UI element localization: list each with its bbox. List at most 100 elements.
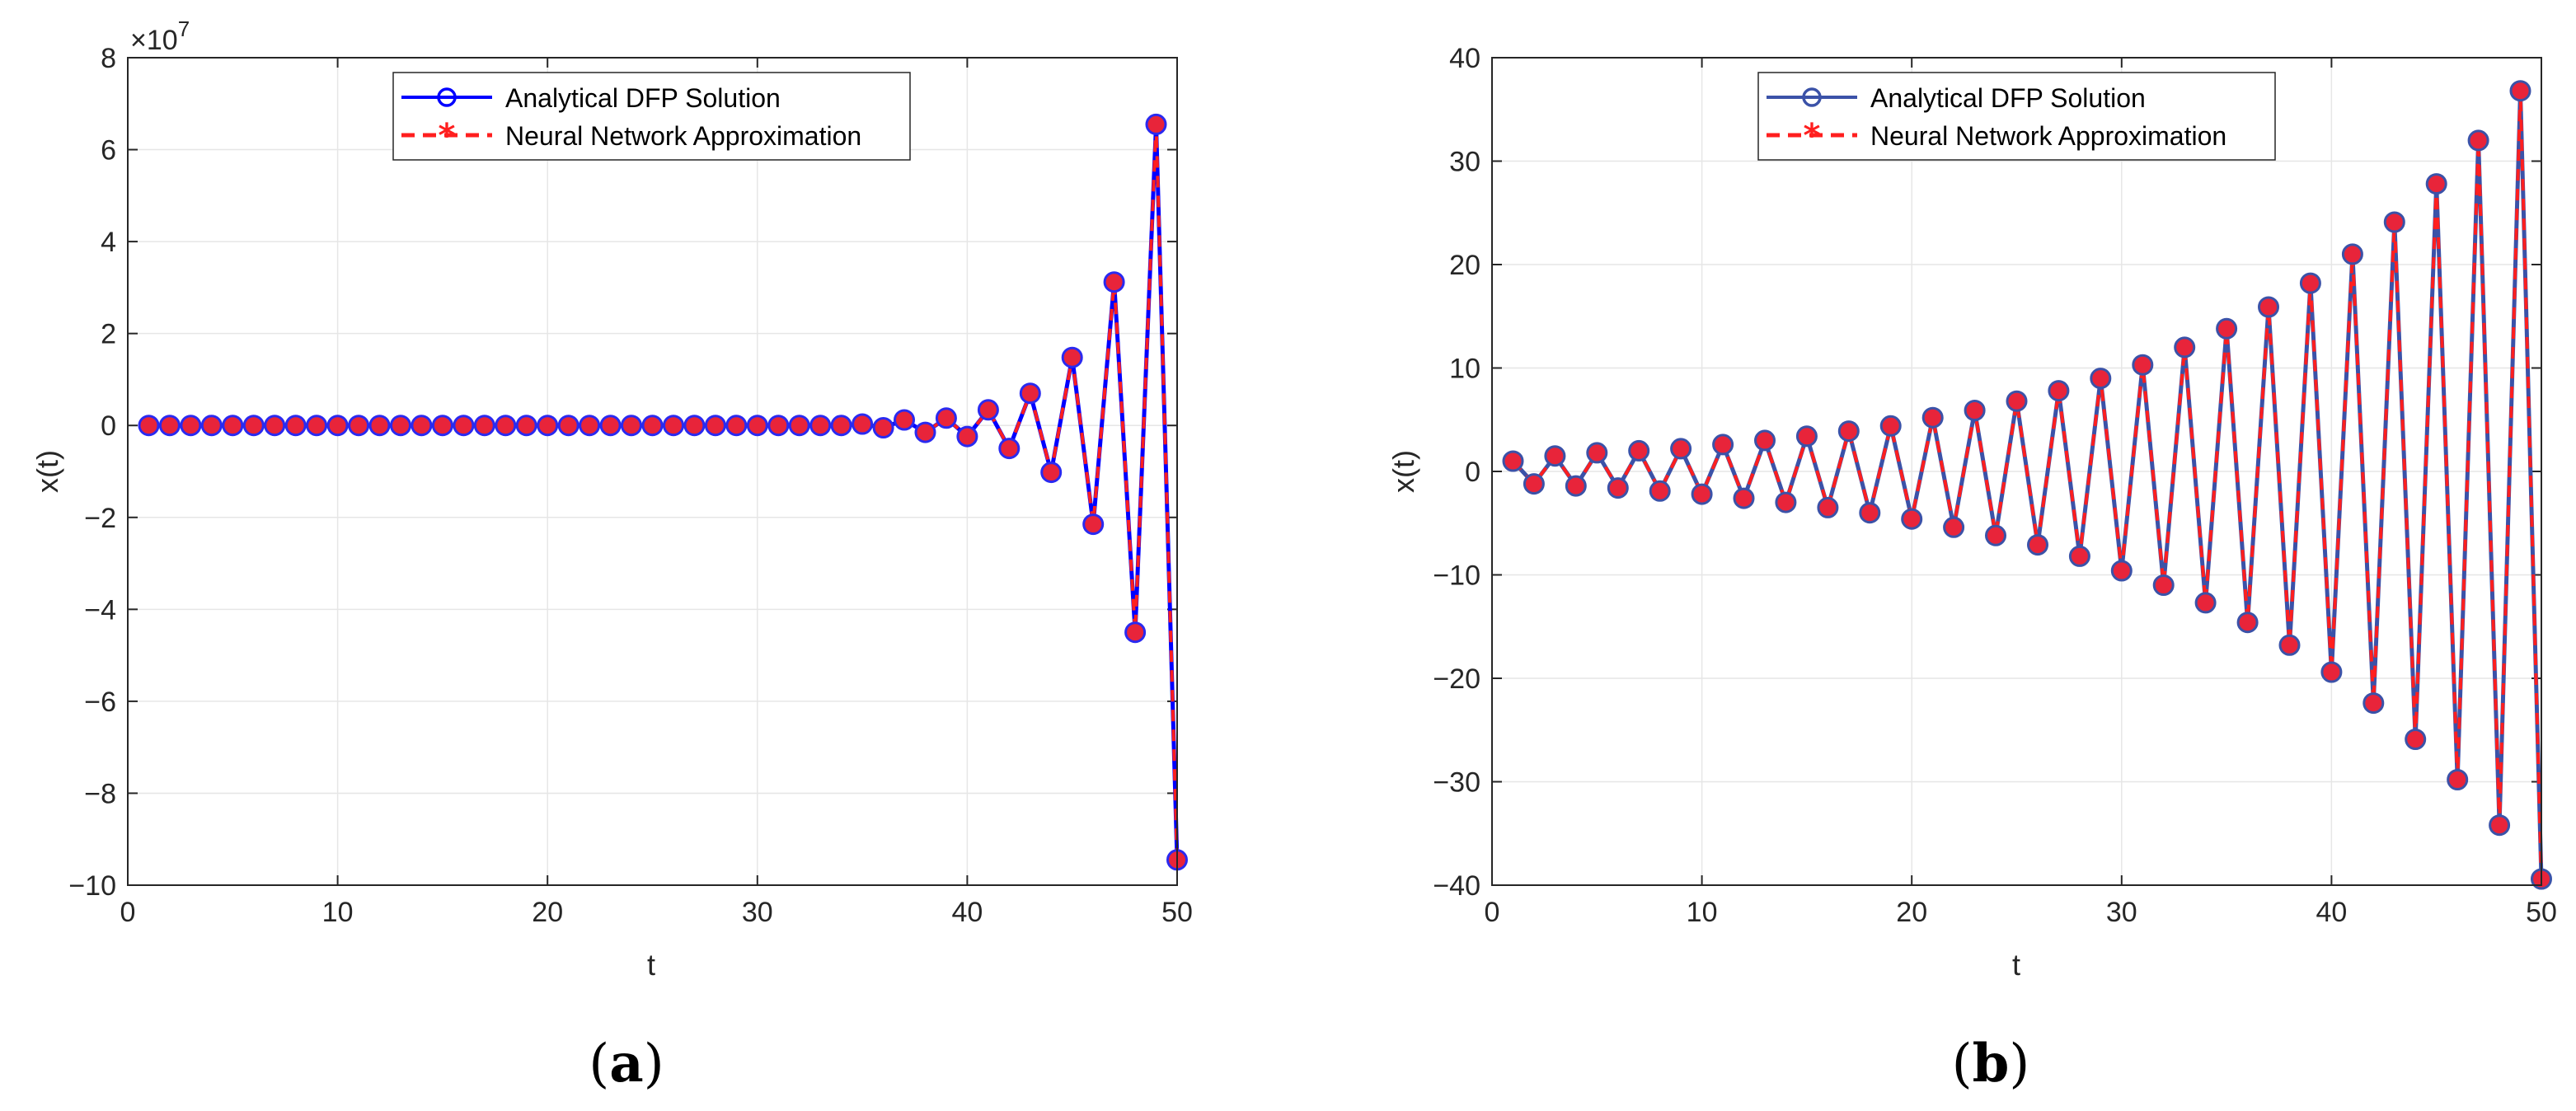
- y-tick-label: 20: [1449, 250, 1480, 281]
- data-point: [242, 415, 265, 437]
- data-point: [935, 407, 957, 429]
- data-point: [2320, 661, 2343, 683]
- data-point: [1586, 442, 1608, 464]
- y-tick-labels-a: 8 6 4 2 0 −2 −4 −6 −8 −10: [68, 43, 116, 902]
- y-tick-labels-b: 40 30 20 10 0 −10 −20 −30 −40: [1433, 43, 1480, 902]
- data-point: [830, 415, 852, 437]
- chart-panel-b: 0 10 20 30 40 50 40 30 20 10 0 −10 −20 −30 −40 t x(t)…: [1387, 43, 2557, 1095]
- data-point: [284, 415, 307, 437]
- x-tick-label: 40: [2316, 897, 2347, 928]
- data-point: [1145, 113, 1167, 135]
- data-point: [515, 415, 537, 437]
- data-point: [956, 425, 978, 448]
- legend-label-analytical-b: Analytical DFP Solution: [1870, 83, 2146, 113]
- data-point: [2363, 692, 2385, 715]
- series-markers-a: [138, 113, 1188, 871]
- data-point: [1691, 483, 1713, 505]
- data-point: [368, 415, 391, 437]
- data-point: [2152, 574, 2175, 596]
- y-tick-label: 2: [101, 319, 116, 350]
- data-point: [180, 415, 202, 437]
- data-point: [2068, 545, 2090, 567]
- x-tick-label: 10: [1687, 897, 1718, 928]
- plot-area-a: [128, 58, 1177, 885]
- data-point: [1817, 496, 1839, 518]
- data-point: [725, 415, 748, 437]
- data-point: [200, 415, 223, 437]
- x-tick-label: 10: [322, 897, 354, 928]
- data-point: [641, 415, 664, 437]
- y-exponent-power-a: 7: [178, 16, 190, 41]
- data-point: [1921, 406, 1944, 429]
- x-tick-label: 40: [951, 897, 983, 928]
- data-point: [1523, 473, 1545, 495]
- data-point: [998, 438, 1021, 460]
- data-point: [2194, 592, 2217, 614]
- data-point: [1985, 524, 2006, 546]
- data-point: [894, 409, 915, 431]
- y-tick-label: 6: [101, 135, 116, 166]
- x-tick-label: 30: [742, 897, 773, 928]
- axes-box-b: [1491, 57, 2542, 886]
- x-tick-label: 0: [1485, 897, 1500, 928]
- caption-close-b: ): [2009, 1034, 2029, 1095]
- x-axis-label-a: t: [647, 948, 655, 982]
- data-point: [2447, 769, 2469, 790]
- data-point: [537, 415, 559, 437]
- caption-open-b: (: [1952, 1034, 1973, 1095]
- y-tick-label: 0: [1465, 457, 1480, 488]
- data-point: [704, 415, 726, 437]
- x-axis-label-b: t: [2012, 948, 2020, 982]
- data-point: [1502, 450, 1524, 472]
- y-tick-label: 10: [1449, 354, 1480, 385]
- data-point: [326, 415, 349, 437]
- data-point: [2048, 380, 2070, 402]
- data-point: [2174, 336, 2196, 359]
- data-point: [852, 413, 874, 435]
- data-point: [2425, 173, 2447, 195]
- data-point: [1628, 439, 1650, 462]
- legend-label-analytical-a: Analytical DFP Solution: [505, 83, 781, 113]
- x-tick-label: 0: [120, 897, 136, 928]
- series-markers-b: [1502, 80, 2552, 890]
- legend-label-neural-a: Neural Network Approximation: [505, 121, 861, 151]
- y-exponent-base-a: ×10: [130, 25, 178, 56]
- data-point: [1795, 425, 1818, 448]
- y-tick-label: 0: [101, 410, 116, 442]
- data-point: [222, 415, 244, 437]
- data-point: [1544, 445, 1566, 467]
- data-point: [138, 415, 160, 437]
- x-tick-label: 20: [532, 897, 563, 928]
- x-tick-label: 30: [2106, 897, 2137, 928]
- data-point: [2216, 317, 2238, 340]
- data-point: [1901, 508, 1923, 530]
- y-tick-label: −10: [1433, 560, 1480, 592]
- data-point: [2110, 560, 2133, 582]
- data-point: [2027, 534, 2048, 556]
- data-point: [1082, 513, 1105, 536]
- data-point: [306, 415, 328, 437]
- x-tick-labels-a: 0 10 20 30 40 50: [120, 897, 1193, 928]
- caption-letter-b: b: [1973, 1033, 2010, 1095]
- caption-close-a: ): [644, 1034, 664, 1095]
- data-point: [2090, 368, 2112, 390]
- x-tick-label: 20: [1896, 897, 1927, 928]
- data-point: [1124, 621, 1147, 644]
- data-point: [2405, 729, 2427, 750]
- y-tick-label: −4: [84, 594, 116, 626]
- data-point: [599, 415, 622, 437]
- data-point: [663, 415, 684, 437]
- y-axis-label-a: x(t): [30, 450, 64, 493]
- data-point: [1964, 400, 1986, 421]
- data-point: [1859, 502, 1881, 524]
- x-tick-label: 50: [2526, 897, 2557, 928]
- y-tick-label: 30: [1449, 147, 1480, 178]
- data-point: [453, 415, 475, 437]
- data-point: [431, 415, 453, 437]
- data-point: [788, 415, 810, 437]
- legend-label-neural-b: Neural Network Approximation: [1870, 121, 2226, 151]
- caption-open-a: (: [589, 1034, 609, 1095]
- data-point: [746, 415, 768, 437]
- data-point: [683, 415, 706, 437]
